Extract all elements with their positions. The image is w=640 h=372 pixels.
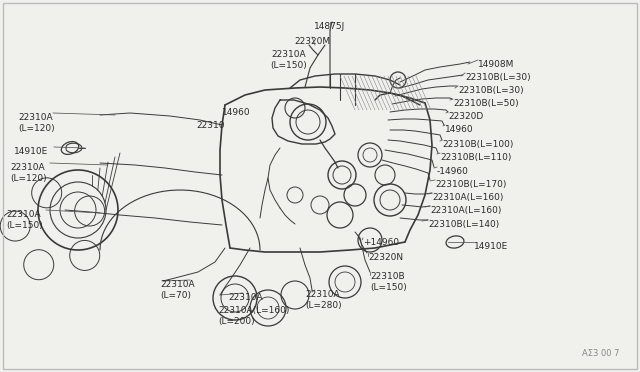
Text: 22320D: 22320D xyxy=(448,112,483,121)
Text: (L=150): (L=150) xyxy=(271,61,307,70)
Text: 22310A: 22310A xyxy=(6,210,40,219)
Text: 22310A: 22310A xyxy=(160,280,195,289)
Text: 22320N: 22320N xyxy=(368,253,403,262)
Text: 22310A: 22310A xyxy=(305,290,340,299)
Text: 22310: 22310 xyxy=(196,121,225,130)
Text: +14960: +14960 xyxy=(363,238,399,247)
Text: (L=70): (L=70) xyxy=(160,291,191,300)
Text: (L=150): (L=150) xyxy=(6,221,43,230)
Text: (L=120): (L=120) xyxy=(10,174,47,183)
Text: 14875J: 14875J xyxy=(314,22,346,31)
Text: 22310B(L=100): 22310B(L=100) xyxy=(442,140,513,149)
Text: 22310B(L=140): 22310B(L=140) xyxy=(428,220,499,229)
Text: 22310A(L=160): 22310A(L=160) xyxy=(218,306,289,315)
Text: (L=200): (L=200) xyxy=(218,317,255,326)
Text: 22310A(L=160): 22310A(L=160) xyxy=(430,206,501,215)
Text: 22310B(L=30): 22310B(L=30) xyxy=(458,86,524,95)
Text: 14960: 14960 xyxy=(445,125,474,134)
Text: 22310A: 22310A xyxy=(10,163,45,172)
Text: (L=280): (L=280) xyxy=(305,301,342,310)
Text: 22310B(L=50): 22310B(L=50) xyxy=(453,99,518,108)
Text: AΣ3 00 7: AΣ3 00 7 xyxy=(582,349,620,358)
Text: 14910E: 14910E xyxy=(14,147,48,156)
Text: 22310B(L=30): 22310B(L=30) xyxy=(465,73,531,82)
Text: 22310B: 22310B xyxy=(370,272,404,281)
Text: 22310B(L=110): 22310B(L=110) xyxy=(440,153,511,162)
Text: 22310A: 22310A xyxy=(18,113,52,122)
Text: 22310A: 22310A xyxy=(272,50,307,59)
Text: (L=120): (L=120) xyxy=(18,124,54,133)
Text: 22310A: 22310A xyxy=(228,293,262,302)
Text: (L=150): (L=150) xyxy=(370,283,407,292)
Text: 22310A(L=160): 22310A(L=160) xyxy=(432,193,504,202)
Text: 22320M: 22320M xyxy=(294,37,330,46)
Text: 14908M: 14908M xyxy=(478,60,515,69)
Text: 14910E: 14910E xyxy=(474,242,508,251)
Text: -14960: -14960 xyxy=(437,167,469,176)
Text: 22310B(L=170): 22310B(L=170) xyxy=(435,180,506,189)
Text: 14960: 14960 xyxy=(222,108,251,117)
